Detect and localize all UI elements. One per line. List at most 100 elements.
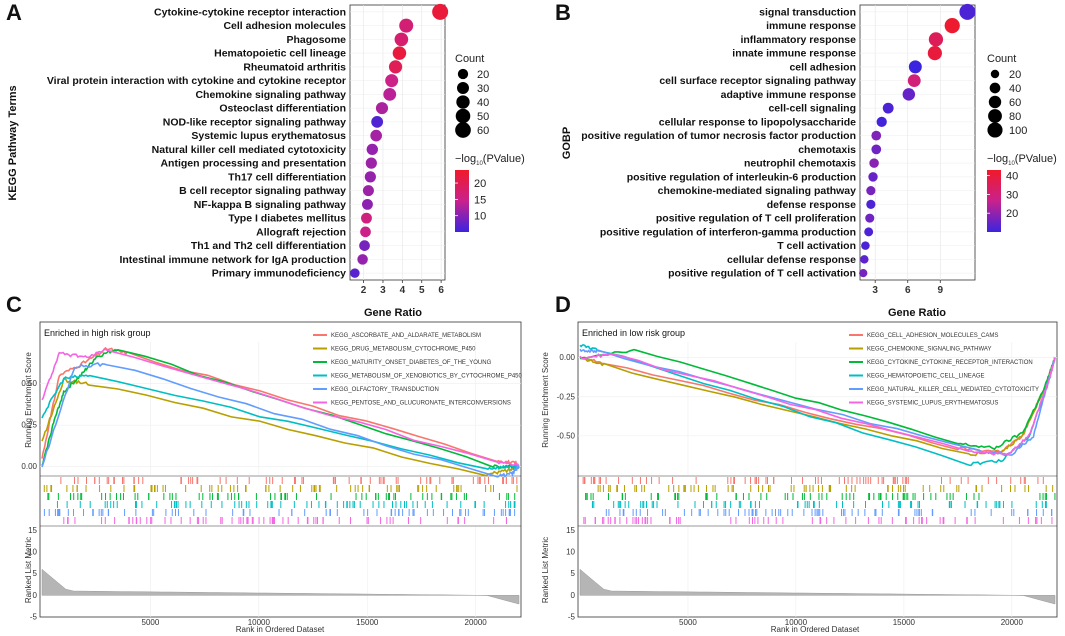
panel-b-dotplot: GOBP Gene Ratio signal transduction immun… bbox=[561, 3, 1057, 319]
panel-c-gsea: Enriched in high risk group Running Enri… bbox=[21, 321, 522, 634]
panel-a-dots bbox=[350, 3, 449, 278]
term-label: Systemic lupus erythematosus bbox=[191, 130, 346, 142]
size-legend-dot bbox=[457, 82, 469, 94]
legend-label: KEGG_CELL_ADHESION_MOLECULES_CAMS bbox=[867, 333, 998, 339]
dot-point bbox=[882, 102, 894, 114]
panel-b-plot-area bbox=[859, 4, 976, 281]
dot-point bbox=[399, 18, 414, 33]
panel-d-ylabel-top: Running Enrichment Score bbox=[541, 352, 550, 448]
panel-c-ylabel-bottom: Ranked List Metric bbox=[24, 537, 33, 603]
x-tick-label: 20000 bbox=[1001, 618, 1024, 627]
dot-point bbox=[871, 130, 882, 141]
y-tick-label: 0.00 bbox=[559, 353, 575, 362]
term-label: inflammatory response bbox=[740, 34, 856, 46]
size-legend-label: 30 bbox=[477, 83, 489, 95]
size-legend-label: 50 bbox=[477, 111, 489, 123]
term-label: Th1 and Th2 cell differentiation bbox=[191, 240, 346, 252]
panel-c-title: Enriched in high risk group bbox=[44, 328, 151, 338]
panel-d-ranked-metric bbox=[579, 568, 1056, 605]
dot-point bbox=[859, 268, 868, 278]
x-tick-label: 3 bbox=[380, 285, 386, 296]
dot-point bbox=[357, 254, 368, 265]
es-curve bbox=[41, 362, 520, 478]
panel-c-legend: KEGG_ASCORBATE_AND_ALDARATE_METABOLISM KE… bbox=[313, 333, 522, 407]
panel-letter-b: B bbox=[555, 0, 571, 25]
y-tick-label: -5 bbox=[568, 613, 576, 622]
legend-label: KEGG_SYSTEMIC_LUPUS_ERYTHEMATOSUS bbox=[867, 401, 998, 407]
ranked-metric-area bbox=[579, 568, 1056, 605]
term-label: positive regulation of T cell proliferat… bbox=[656, 213, 856, 225]
term-label: B cell receptor signaling pathway bbox=[179, 185, 346, 197]
legend-label: KEGG_DRUG_METABOLISM_CYTOCHROME_P450 bbox=[331, 347, 476, 353]
term-label: adaptive immune response bbox=[721, 89, 857, 101]
term-label: cell surface receptor signaling pathway bbox=[659, 75, 856, 87]
panel-a-xlabel: Gene Ratio bbox=[364, 307, 422, 319]
panel-c-frame bbox=[39, 321, 522, 618]
panel-b-gridlines bbox=[860, 5, 975, 280]
dot-point bbox=[908, 60, 922, 74]
term-label: defense response bbox=[767, 199, 856, 211]
panel-a-dotplot: KEGG Pathway Terms Gene Ratio Cytokine-c… bbox=[7, 3, 525, 319]
term-label: chemokine-mediated signaling pathway bbox=[658, 185, 857, 197]
size-legend-dot bbox=[456, 95, 470, 109]
x-tick-label: 6 bbox=[905, 285, 911, 296]
dot-point bbox=[869, 158, 879, 168]
x-tick-label: 10000 bbox=[785, 618, 808, 627]
size-legend-dot bbox=[988, 95, 1002, 109]
panel-d-gridlines bbox=[578, 342, 1057, 617]
dot-point bbox=[388, 60, 403, 74]
es-curve bbox=[41, 348, 520, 467]
y-tick-label: 15 bbox=[566, 526, 575, 535]
panel-b-legend: Count 20 40 60 80 100 −log10(PValue) 40 30 20 bbox=[987, 53, 1057, 232]
term-label: signal transduction bbox=[759, 6, 856, 18]
es-curve bbox=[41, 374, 519, 471]
x-tick-label: 5 bbox=[419, 285, 425, 296]
term-label: Intestinal immune network for IgA produc… bbox=[119, 254, 346, 266]
y-tick-label: 10 bbox=[28, 548, 37, 557]
panel-d-title: Enriched in low risk group bbox=[582, 328, 685, 338]
x-tick-label: 2 bbox=[361, 285, 367, 296]
y-tick-label: -0.50 bbox=[557, 431, 576, 440]
y-tick-label: 10 bbox=[566, 548, 575, 557]
size-legend-label: 40 bbox=[477, 97, 489, 109]
panel-a-plot-area bbox=[349, 4, 446, 281]
panel-c-gridlines bbox=[40, 342, 521, 617]
colorbar-label: 15 bbox=[474, 194, 486, 206]
x-tick-label: 15000 bbox=[893, 618, 916, 627]
panel-d-ticks: 0.00 -0.25 -0.50 15 10 5 0 -5 5000 10000 15000 2000… bbox=[557, 353, 1024, 627]
panel-b-xticks: 3 6 9 bbox=[872, 280, 944, 296]
dot-point bbox=[385, 74, 399, 88]
term-label: Rheumatoid arthritis bbox=[243, 61, 346, 73]
dot-point bbox=[365, 157, 377, 169]
term-label: Hematopoietic cell lineage bbox=[214, 48, 346, 60]
panel-b-dots bbox=[859, 3, 976, 278]
dot-point bbox=[371, 115, 384, 128]
term-label: Natural killer cell mediated cytotoxicit… bbox=[152, 144, 346, 156]
size-legend-dot bbox=[455, 108, 471, 124]
panel-c-ticks: 0.00 0.25 0.50 15 10 5 0 -5 5000 10000 15000 20000 bbox=[21, 379, 487, 627]
legend-label: KEGG_PENTOSE_AND_GLUCURONATE_INTERCONVER… bbox=[331, 401, 511, 407]
term-label: innate immune response bbox=[732, 48, 856, 60]
size-legend-dot bbox=[455, 122, 471, 138]
dot-point bbox=[927, 46, 942, 61]
x-tick-label: 3 bbox=[872, 285, 878, 296]
dot-point bbox=[866, 186, 876, 196]
y-tick-label: 0 bbox=[571, 591, 576, 600]
colorbar-label: 40 bbox=[1006, 171, 1018, 183]
term-label: Chemokine signaling pathway bbox=[195, 89, 346, 101]
term-label: NOD-like receptor signaling pathway bbox=[163, 116, 346, 128]
dot-point bbox=[866, 199, 876, 209]
dot-point bbox=[366, 143, 378, 156]
dot-point bbox=[362, 185, 374, 197]
dot-point bbox=[860, 255, 869, 264]
panel-c-es-curves bbox=[41, 346, 520, 478]
es-curve bbox=[579, 353, 1056, 456]
x-tick-label: 9 bbox=[938, 285, 944, 296]
panel-a-xticks: 2 3 4 5 6 bbox=[361, 280, 444, 296]
size-legend-label: 20 bbox=[477, 69, 489, 81]
term-label: positive regulation of interleukin-6 pro… bbox=[627, 171, 856, 183]
es-curve bbox=[41, 348, 520, 469]
term-label: NF-kappa B signaling pathway bbox=[194, 199, 346, 211]
dot-point bbox=[876, 116, 887, 128]
term-label: Viral protein interaction with cytokine … bbox=[47, 75, 346, 87]
